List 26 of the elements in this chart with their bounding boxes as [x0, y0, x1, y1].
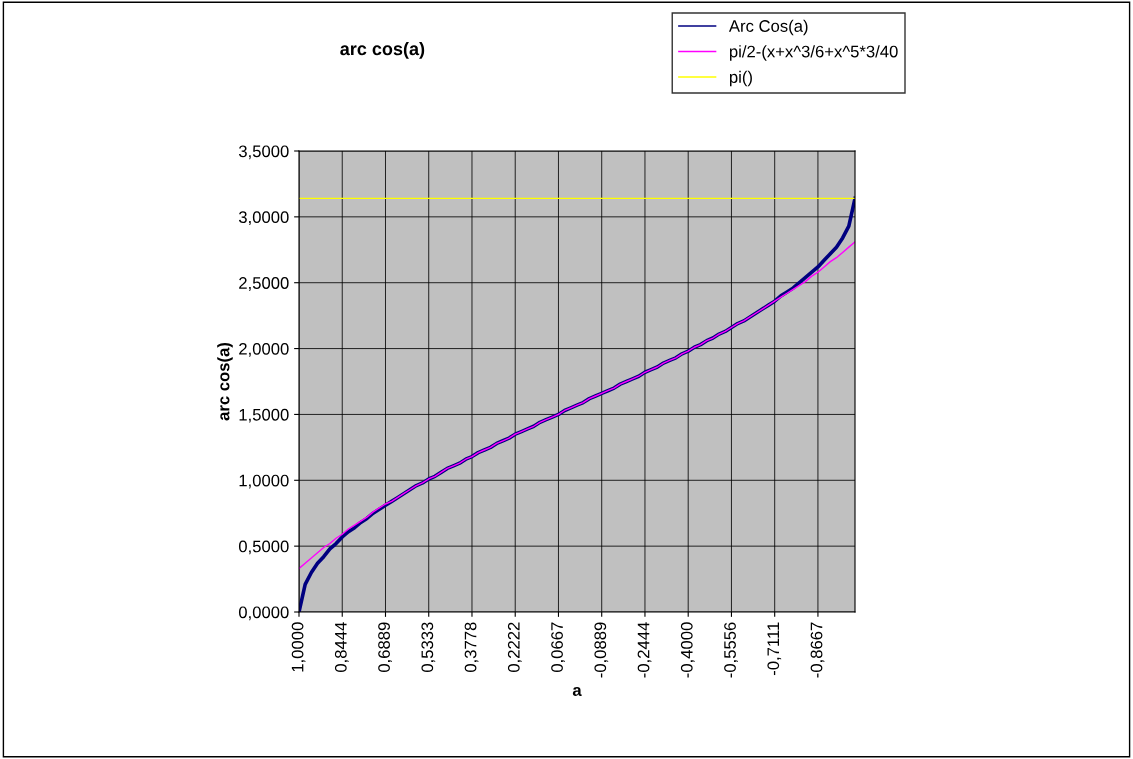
y-tick-label: 1,5000	[239, 408, 289, 423]
y-tick-label: 2,5000	[239, 277, 289, 291]
x-tick-label: -0,0889	[594, 622, 609, 678]
y-axis-title: arc cos(a)	[217, 342, 233, 421]
x-axis-title: a	[572, 686, 582, 697]
y-tick-label: 3,0000	[238, 211, 289, 226]
y-tick-label: 0,5000	[238, 540, 289, 555]
x-tick-label: -0,8667	[810, 622, 825, 678]
chart-title: arc cos(a)	[340, 41, 425, 59]
y-tick-label: 0,0000	[238, 606, 289, 621]
legend-label: pi()	[729, 70, 752, 87]
x-tick-label: -0,2444	[637, 622, 652, 678]
legend-label: pi/2-(x+x^3/6+x^5*3/40	[729, 45, 898, 61]
y-tick-label: 2,0000	[239, 342, 289, 357]
y-tick-label: 1,0000	[239, 474, 289, 489]
y-tick-label: 3,5000	[238, 145, 289, 160]
x-tick-label: -0,5556	[724, 622, 738, 678]
x-tick-label: 0,2222	[507, 622, 522, 673]
x-tick-label: 0,6889	[378, 622, 392, 673]
x-tick-label: 0,8444	[334, 622, 349, 673]
x-tick-label: 0,0667	[551, 622, 565, 673]
x-tick-label: 0,3778	[464, 622, 479, 673]
x-tick-label: 0,5333	[421, 622, 436, 673]
legend-label: Arc Cos(a)	[728, 19, 808, 36]
x-tick-label: -0,4000	[680, 622, 695, 678]
x-tick-label: -0,7111	[767, 622, 782, 676]
